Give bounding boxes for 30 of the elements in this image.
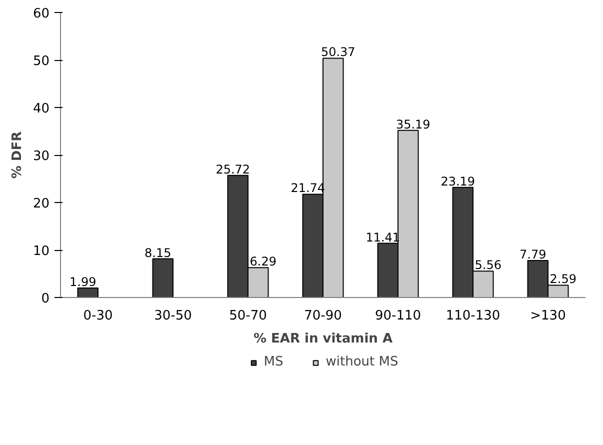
data-label: 8.15 bbox=[144, 246, 172, 260]
y-tick-label: 60 bbox=[32, 6, 50, 22]
data-label: 23.19 bbox=[440, 174, 476, 188]
data-label: 35.19 bbox=[396, 117, 430, 132]
legend-label: without MS bbox=[326, 354, 398, 370]
data-label: 1.99 bbox=[70, 275, 96, 290]
x-tick-label: 70-90 bbox=[304, 308, 342, 324]
data-label: 25.72 bbox=[216, 162, 250, 176]
data-label: 5.56 bbox=[474, 258, 502, 272]
y-tick-label: 50 bbox=[32, 54, 50, 69]
data-label: 50.37 bbox=[320, 45, 356, 60]
y-tick-label: 40 bbox=[32, 102, 50, 116]
data-label: 6.29 bbox=[250, 254, 276, 269]
x-tick-label: 0-30 bbox=[83, 308, 113, 324]
y-tick-label: 30 bbox=[32, 149, 50, 164]
x-tick-label: 30-50 bbox=[154, 308, 192, 324]
y-tick-label: 0 bbox=[41, 292, 50, 306]
data-label: 2.59 bbox=[550, 272, 576, 286]
y-tick-label: 10 bbox=[32, 244, 50, 259]
x-tick-label: 90-110 bbox=[374, 308, 422, 324]
x-tick-label: >130 bbox=[530, 308, 566, 324]
bar bbox=[152, 258, 174, 298]
y-axis-title: % DFR bbox=[10, 131, 25, 179]
bar bbox=[77, 288, 98, 298]
x-tick-label: 50-70 bbox=[229, 308, 267, 324]
x-axis-title: % EAR in vitamin A bbox=[253, 332, 393, 346]
x-tick-label: 110-130 bbox=[446, 308, 500, 324]
y-tick-label: 20 bbox=[32, 196, 50, 212]
legend-label: MS bbox=[264, 354, 284, 370]
data-label: 7.79 bbox=[520, 247, 546, 262]
